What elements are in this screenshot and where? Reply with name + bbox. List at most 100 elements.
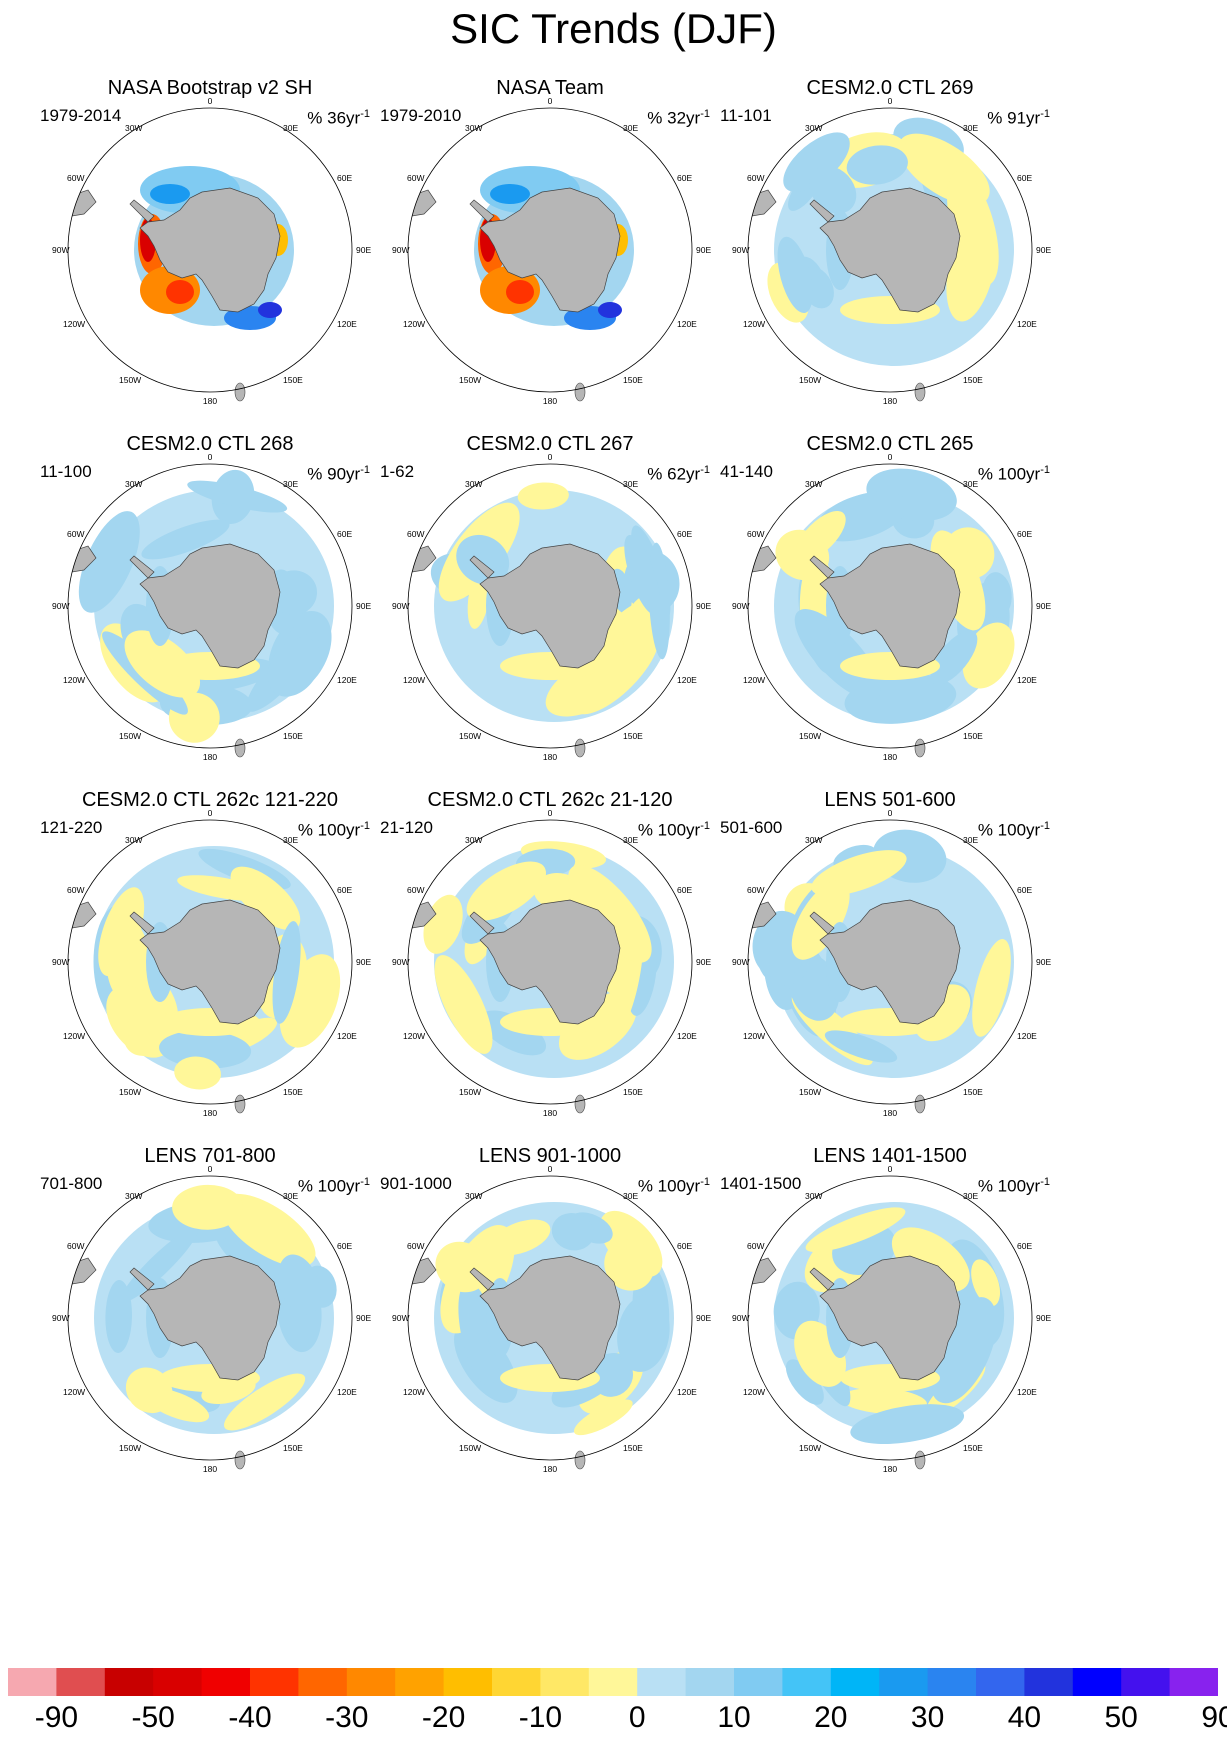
map-panel: LENS 901-1000 901-1000 % 100yr-1 0 180 90W 90E… [360,1144,740,1544]
longitude-label: 150E [963,1087,983,1097]
colorbar-tick-label: 50 [1104,1701,1138,1734]
longitude-label: 90W [52,245,69,255]
colorbar-swatch [927,1668,977,1696]
longitude-label: 0 [208,96,213,106]
longitude-label: 120E [677,1031,697,1041]
map-boundary [747,107,1033,393]
longitude-label: 180 [543,752,557,762]
colorbar [8,1668,1219,1696]
longitude-label: 150E [623,1443,643,1453]
longitude-label: 60E [337,1241,352,1251]
new-zealand-tip [914,738,926,758]
map-panel: CESM2.0 CTL 262c 21-120 21-120 % 100yr-1 0 1… [360,788,740,1188]
longitude-label: 180 [543,396,557,406]
polar-map: 0 180 90W 90E 30W 30E 60W 60E 120W 120E 150W 150E [52,452,371,762]
polar-map: 0 180 90W 90E 30W 30E 60W 60E 120W 120E 150W 150E [732,96,1051,406]
polar-map: 0 180 90W 90E 30W 30E 60W 60E 120W 120E 150W 150E [52,96,371,406]
panel-title: NASA Team [496,77,604,99]
colorbar-tick-label: -10 [518,1701,563,1734]
panel-trend-units: % 36yr-1 [307,108,370,128]
longitude-label: 180 [203,752,217,762]
new-zealand-tip [574,1094,586,1114]
new-zealand-tip [914,382,926,402]
longitude-label: 150W [799,1443,821,1453]
panel-period: 1979-2014 [40,106,122,125]
new-zealand-tip [574,382,586,402]
longitude-label: 150W [459,1443,481,1453]
colorbar-swatch [153,1668,203,1696]
longitude-label: 60W [67,529,84,539]
map-boundary [67,463,353,749]
colorbar-swatch [637,1668,687,1696]
polar-map: 0 180 90W 90E 30W 30E 60W 60E 120W 120E 150W 150E [392,808,711,1118]
longitude-label: 90W [52,957,69,967]
antarctic-peninsula [809,555,835,579]
longitude-label: 150W [119,1443,141,1453]
colorbar-swatch [1169,1668,1219,1696]
map-boundary [407,1175,693,1461]
longitude-label: 60E [1017,529,1032,539]
longitude-label: 120W [63,675,85,685]
panel-period: 901-1000 [380,1174,452,1193]
panel-title: LENS 1401-1500 [813,1145,967,1167]
longitude-label: 60E [677,885,692,895]
colorbar-swatch [1121,1668,1171,1696]
longitude-label: 60W [747,885,764,895]
longitude-label: 60E [337,173,352,183]
south-america-tip [748,189,777,217]
map-boundary [407,107,693,393]
longitude-label: 0 [888,96,893,106]
longitude-label: 150E [963,375,983,385]
panel-period: 11-100 [40,462,92,481]
longitude-label: 120W [743,675,765,685]
longitude-label: 150W [459,1087,481,1097]
longitude-label: 150E [623,1087,643,1097]
antarctic-peninsula [809,911,835,935]
longitude-label: 90W [732,957,749,967]
longitude-label: 30E [963,479,978,489]
longitude-label: 90E [1036,601,1051,611]
panel-trend-units: % 100yr-1 [977,464,1050,484]
longitude-label: 180 [543,1464,557,1474]
longitude-label: 90W [52,601,69,611]
panel-title: LENS 901-1000 [478,1145,622,1167]
new-zealand-tip [574,738,586,758]
colorbar-swatch [976,1668,1025,1696]
longitude-label: 120E [337,1031,357,1041]
south-america-tip [408,545,437,573]
south-america-tip [68,1257,97,1285]
panel-period: 701-800 [40,1174,103,1193]
antarctic-peninsula [469,911,495,935]
panel-trend-units: % 100yr-1 [977,1176,1050,1196]
polar-map: 0 180 90W 90E 30W 30E 60W 60E 120W 120E 150W 150E [392,1164,711,1474]
new-zealand-tip [914,1094,926,1114]
polar-map: 0 180 90W 90E 30W 30E 60W 60E 120W 120E 150W 150E [52,808,371,1118]
longitude-label: 150E [963,731,983,741]
colorbar-swatch [492,1668,541,1696]
panel-trend-units: % 32yr-1 [647,108,710,128]
longitude-label: 150W [459,375,481,385]
south-america-tip [408,1257,437,1285]
longitude-label: 60E [337,529,352,539]
polar-map: 0 180 90W 90E 30W 30E 60W 60E 120W 120E 150W 150E [732,452,1051,762]
longitude-label: 90E [356,245,371,255]
polar-map: 0 180 90W 90E 30W 30E 60W 60E 120W 120E 150W 150E [732,1164,1051,1474]
south-america-tip [748,1257,777,1285]
map-boundary [747,1175,1033,1461]
colorbar-swatch [346,1668,396,1696]
longitude-label: 30E [283,1191,298,1201]
longitude-label: 60W [67,173,84,183]
longitude-label: 60W [747,173,764,183]
longitude-label: 120W [403,1387,425,1397]
new-zealand-tip [574,1450,586,1470]
new-zealand-tip [234,382,246,402]
longitude-label: 60E [1017,885,1032,895]
colorbar-swatch [734,1668,783,1696]
longitude-label: 150E [623,731,643,741]
map-panel: NASA Team 1979-2010 % 32yr-1 0 180 90W 90E 30W 3… [360,76,740,476]
longitude-label: 30W [465,479,482,489]
longitude-label: 60W [407,529,424,539]
panel-period: 501-600 [720,818,783,837]
panel-period: 41-140 [720,462,773,481]
antarctic-peninsula [469,199,495,223]
